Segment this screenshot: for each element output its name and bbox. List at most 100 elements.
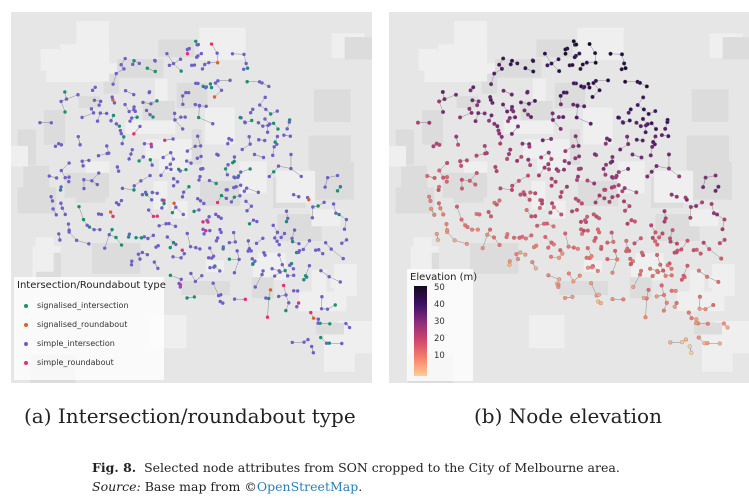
network-node <box>497 198 502 203</box>
network-node <box>458 159 463 164</box>
network-node <box>272 145 276 149</box>
network-node <box>178 169 182 173</box>
network-node <box>281 283 286 288</box>
network-node <box>236 175 240 180</box>
network-node <box>444 221 449 227</box>
network-node <box>90 88 95 93</box>
network-node <box>95 119 100 123</box>
network-node <box>463 223 468 228</box>
basemap-block <box>125 120 176 134</box>
network-node <box>320 295 324 299</box>
network-node <box>92 98 97 102</box>
network-node <box>605 257 610 262</box>
network-node <box>655 242 660 247</box>
network-node <box>262 251 266 255</box>
network-node <box>603 141 608 146</box>
source-label: Source: <box>92 479 141 494</box>
network-node <box>253 285 257 289</box>
network-node <box>232 175 236 179</box>
basemap-block <box>35 237 54 272</box>
network-node <box>531 58 536 64</box>
network-node <box>589 281 594 286</box>
network-node <box>581 228 586 233</box>
network-node <box>167 63 172 68</box>
network-node <box>193 144 197 148</box>
network-node <box>701 185 706 190</box>
network-node <box>137 61 142 66</box>
network-node <box>574 115 579 120</box>
network-node <box>440 89 445 95</box>
network-node <box>160 206 164 210</box>
network-node <box>498 141 503 146</box>
network-node <box>609 185 614 190</box>
network-node <box>508 147 513 152</box>
basemap-block <box>617 161 645 194</box>
network-node <box>575 103 580 108</box>
network-node <box>344 217 349 222</box>
network-node <box>643 130 648 135</box>
network-node <box>261 236 265 240</box>
network-node <box>489 113 494 118</box>
network-node <box>263 117 267 121</box>
network-node <box>235 249 239 253</box>
network-node <box>208 266 212 270</box>
network-node <box>658 262 663 267</box>
network-node <box>207 215 211 219</box>
network-node <box>641 95 646 100</box>
network-node <box>486 118 492 123</box>
network-node <box>499 134 504 139</box>
network-node <box>251 262 255 266</box>
network-node <box>187 185 191 189</box>
network-node <box>63 110 67 114</box>
network-node <box>551 224 556 229</box>
network-node <box>182 251 187 256</box>
network-node <box>277 242 281 247</box>
network-node <box>563 231 568 236</box>
network-node <box>147 90 151 95</box>
network-node <box>76 93 80 97</box>
network-node <box>209 85 214 90</box>
network-node <box>51 207 55 211</box>
network-node <box>200 67 205 71</box>
network-node <box>570 294 575 299</box>
openstreetmap-link[interactable]: OpenStreetMap <box>256 479 359 494</box>
network-node <box>434 141 439 146</box>
network-node <box>725 325 730 330</box>
figure-caption: Fig. 8. Selected node attributes from SO… <box>92 460 620 494</box>
road-edge <box>278 254 283 265</box>
basemap-block <box>23 165 50 204</box>
network-node <box>311 205 315 209</box>
legend-title: Elevation (m) <box>410 272 478 283</box>
network-node <box>87 242 91 246</box>
network-node <box>194 39 198 43</box>
network-node <box>290 236 294 241</box>
network-node <box>522 108 527 113</box>
network-node <box>573 196 578 201</box>
network-node <box>563 47 568 52</box>
network-node <box>548 254 554 259</box>
network-node <box>238 115 242 120</box>
basemap-block <box>199 27 246 60</box>
network-node <box>67 228 71 232</box>
network-node <box>542 51 547 56</box>
network-node <box>575 174 581 179</box>
network-node <box>226 141 230 146</box>
network-node <box>657 235 662 240</box>
network-node <box>270 267 274 271</box>
network-node <box>520 141 525 146</box>
network-node <box>688 215 693 220</box>
network-node <box>214 212 218 217</box>
basemap-block <box>316 322 344 335</box>
network-node <box>438 206 443 211</box>
network-node <box>267 84 271 89</box>
network-node <box>246 239 251 243</box>
network-node <box>254 241 259 246</box>
network-node <box>231 230 236 235</box>
road-edge <box>624 187 637 193</box>
basemap-block <box>523 139 570 159</box>
network-node <box>619 67 624 72</box>
network-node <box>114 122 119 126</box>
network-node <box>327 341 332 345</box>
network-node <box>510 104 515 109</box>
network-node <box>459 186 465 191</box>
